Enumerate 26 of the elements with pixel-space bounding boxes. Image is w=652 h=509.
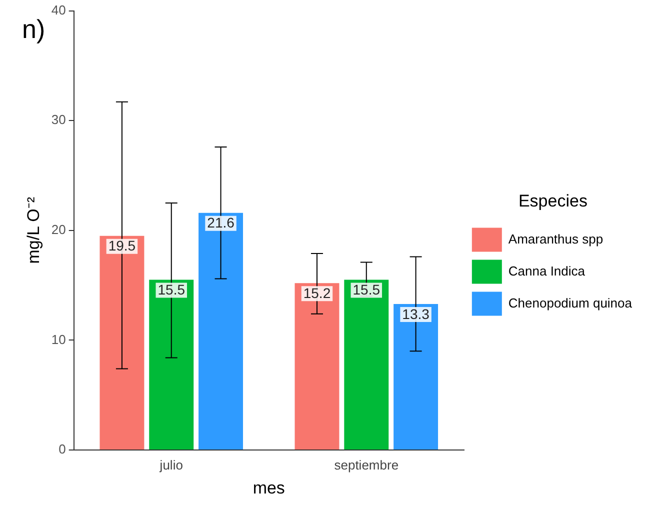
- data-label: 15.2: [303, 284, 331, 301]
- data-label: 15.5: [352, 282, 380, 298]
- y-tick-label: 10: [51, 332, 66, 347]
- y-tick-label: 0: [58, 442, 66, 457]
- y-tick-label: 30: [51, 112, 66, 128]
- x-tick-label: septiembre: [334, 457, 399, 472]
- bar: [394, 304, 438, 450]
- bar: [100, 236, 144, 450]
- x-axis-title: mes: [252, 478, 285, 498]
- text: n): [22, 14, 46, 45]
- data-label: 13.3: [402, 306, 430, 322]
- bar: [344, 280, 389, 450]
- legend-title: Especies: [518, 191, 588, 210]
- bar: [149, 280, 194, 450]
- legend-label: Canna Indica: [508, 263, 586, 278]
- legend-label: Chenopodium quinoa: [508, 295, 633, 310]
- y-tick-label: 40: [51, 2, 66, 18]
- x-tick-label: julio: [158, 457, 183, 472]
- y-tick-label: 20: [51, 222, 66, 237]
- data-label: 19.5: [108, 238, 136, 254]
- legend-label: Amaranthus spp: [508, 231, 604, 246]
- bar: [198, 212, 244, 450]
- data-label: 21.6: [207, 214, 235, 231]
- y-axis-title: mg/L O⁻²: [24, 196, 43, 264]
- data-label: 15.5: [158, 282, 186, 298]
- bar: [294, 283, 340, 450]
